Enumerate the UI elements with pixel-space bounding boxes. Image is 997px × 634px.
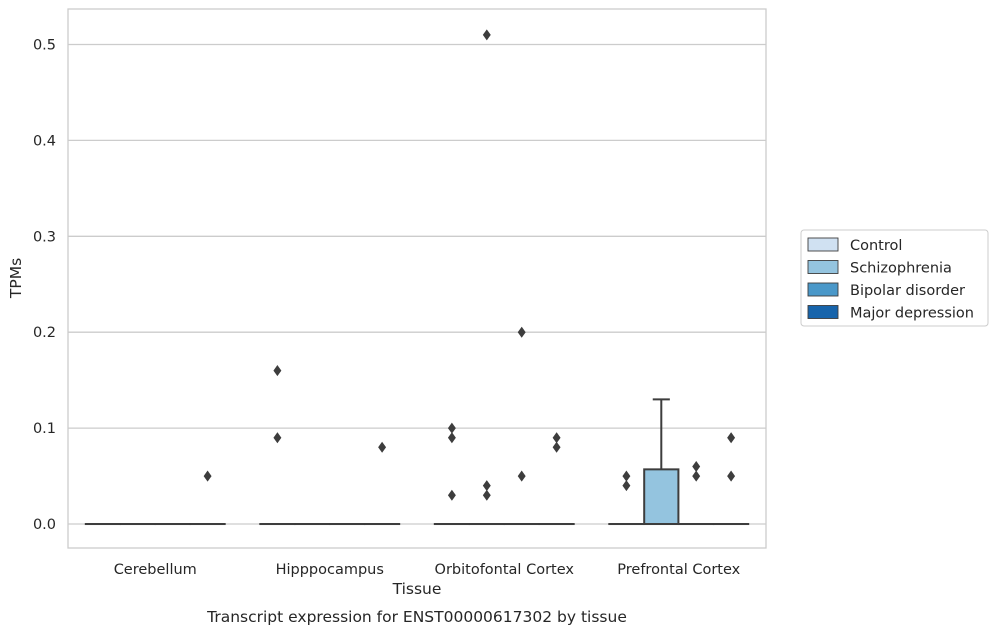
box-group xyxy=(608,470,645,526)
outlier-point xyxy=(482,489,491,501)
outlier-point xyxy=(447,432,456,444)
outlier-point xyxy=(273,432,282,444)
box-group xyxy=(678,460,715,526)
outlier-point xyxy=(273,365,282,377)
y-tick-label: 0.4 xyxy=(33,133,56,149)
legend-swatch xyxy=(807,305,839,319)
legend-swatch xyxy=(807,237,839,252)
outlier-point xyxy=(622,480,631,492)
legend-swatch xyxy=(807,260,839,274)
x-tick-label: Orbitofontal Cortex xyxy=(435,562,575,578)
plot-frame xyxy=(67,8,767,549)
outlier-point xyxy=(692,470,701,482)
box-group xyxy=(189,470,226,526)
box-group xyxy=(259,365,296,526)
legend-label: Bipolar disorder xyxy=(850,283,965,299)
box xyxy=(643,468,680,526)
outlier-point xyxy=(692,460,701,472)
legend-label: Major depression xyxy=(850,306,974,322)
outlier-point xyxy=(517,326,526,338)
outlier-point xyxy=(447,422,456,434)
outlier-point xyxy=(727,470,736,482)
outlier-point xyxy=(552,432,561,444)
box-group xyxy=(503,326,540,526)
y-axis-title: TPMs xyxy=(7,258,25,299)
y-tick-label: 0.5 xyxy=(33,37,56,53)
box-layer xyxy=(84,29,750,526)
legend-swatch xyxy=(807,282,839,297)
box-group xyxy=(643,398,680,526)
y-tick-label: 0.2 xyxy=(33,325,56,341)
outlier-point xyxy=(727,432,736,444)
legend-label: Schizophrenia xyxy=(850,261,952,277)
x-tick-label: Prefrontal Cortex xyxy=(617,562,740,578)
x-axis-title: Tissue xyxy=(392,580,442,598)
legend-label: Control xyxy=(850,238,902,254)
box-group xyxy=(363,441,401,526)
x-tick-label: Cerebellum xyxy=(114,562,197,578)
outlier-point xyxy=(552,441,561,453)
y-tick-labels: 0.0 0.1 0.2 0.3 0.4 0.5 xyxy=(33,37,56,533)
y-tick-label: 0.3 xyxy=(33,229,56,245)
box-group xyxy=(712,432,750,526)
legend: Control Schizophrenia Bipolar disorder Majo… xyxy=(800,229,989,327)
box-group xyxy=(433,422,471,526)
outlier-point xyxy=(517,470,526,482)
outlier-point xyxy=(378,441,387,453)
outlier-point xyxy=(482,480,491,492)
outlier-point xyxy=(622,470,631,482)
outlier-point xyxy=(482,29,491,41)
y-tick-label: 0.1 xyxy=(33,421,56,437)
x-tick-label: Hipppocampus xyxy=(276,562,384,578)
legend-frame xyxy=(800,229,989,327)
y-tick-label: 0.0 xyxy=(33,517,56,533)
outlier-point xyxy=(203,470,212,482)
outlier-point xyxy=(447,489,456,501)
chart-caption: Transcript expression for ENST0000061730… xyxy=(206,608,627,626)
legend-items: Control Schizophrenia Bipolar disorder Majo… xyxy=(807,237,974,322)
box-group xyxy=(538,432,575,526)
box-group xyxy=(468,29,505,526)
x-tick-labels: Cerebellum Hipppocampus Orbitofontal Corte… xyxy=(114,562,741,578)
